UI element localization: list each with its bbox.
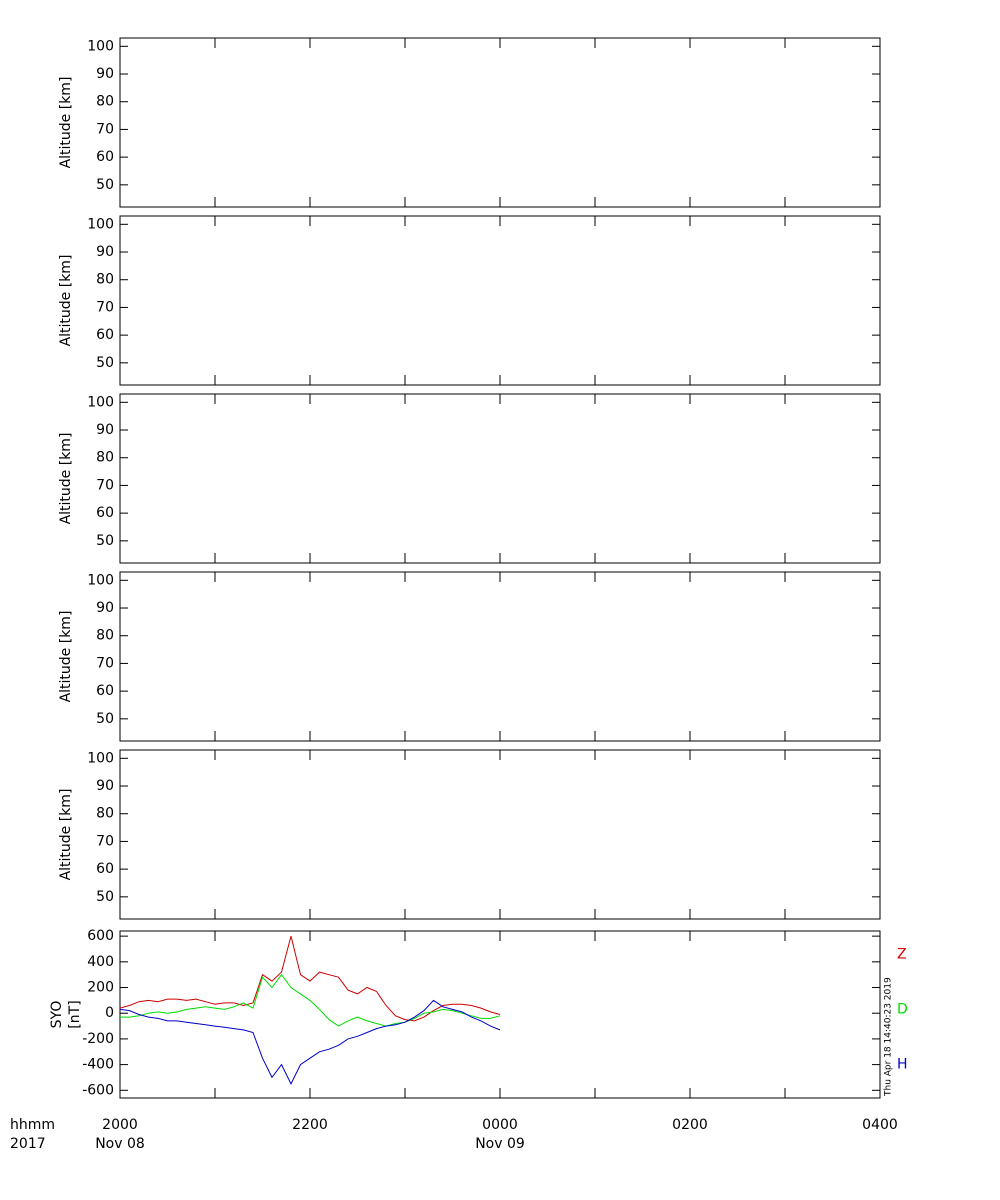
y-tick-label: 90 — [96, 600, 114, 616]
x-tick-label: 0000 — [482, 1117, 518, 1133]
date-label: Nov 08 — [95, 1136, 145, 1152]
y-tick-label: 100 — [87, 38, 114, 54]
y-tick-label: 70 — [96, 833, 114, 849]
data-line — [120, 973, 501, 1027]
y-tick-label: 100 — [87, 572, 114, 588]
legend-label: D — [897, 1001, 908, 1017]
y-tick-label: 90 — [96, 244, 114, 260]
y-tick-label: 90 — [96, 66, 114, 82]
y-axis-label: [nT] — [67, 1000, 83, 1028]
y-tick-label: 50 — [96, 711, 114, 727]
y-tick-label: 70 — [96, 655, 114, 671]
y-tick-label: 90 — [96, 778, 114, 794]
y-tick-label: 60 — [96, 505, 114, 521]
y-tick-label: 50 — [96, 177, 114, 193]
y-tick-label: 50 — [96, 355, 114, 371]
y-tick-label: 50 — [96, 889, 114, 905]
date-label: Nov 09 — [475, 1136, 525, 1152]
y-axis-label: Altitude [km] — [58, 77, 74, 169]
timestamp: Thu Apr 18 14:40:23 2019 — [884, 977, 894, 1097]
panel-frame — [119, 393, 881, 564]
y-axis-label: SYO — [49, 1001, 65, 1029]
x-row-label: 2017 — [10, 1136, 46, 1152]
panel-frame — [119, 749, 881, 920]
y-tick-label: 600 — [87, 928, 114, 944]
x-tick-label: 2200 — [292, 1117, 328, 1133]
legend-label: Z — [897, 946, 907, 962]
data-line — [119, 999, 501, 1086]
y-tick-label: 60 — [96, 149, 114, 165]
y-tick-label: 400 — [87, 954, 114, 970]
y-tick-label: 80 — [96, 450, 114, 466]
y-tick-label: 100 — [87, 394, 114, 410]
x-tick-label: 2000 — [102, 1117, 138, 1133]
x-tick-label: 0200 — [672, 1117, 708, 1133]
y-tick-label: 0 — [105, 1005, 114, 1021]
panel-frame — [119, 571, 881, 742]
x-tick-label: 0400 — [862, 1117, 898, 1133]
legend-label: H — [897, 1057, 908, 1073]
y-tick-label: 70 — [96, 121, 114, 137]
panel-frame — [119, 37, 881, 208]
y-tick-label: -400 — [82, 1057, 114, 1073]
y-tick-label: 50 — [96, 533, 114, 549]
y-axis-label: Altitude [km] — [58, 433, 74, 525]
data-line — [119, 935, 501, 1022]
y-tick-label: 200 — [87, 980, 114, 996]
y-tick-label: 60 — [96, 683, 114, 699]
y-tick-label: 80 — [96, 272, 114, 288]
y-tick-label: -600 — [82, 1082, 114, 1098]
y-tick-label: 80 — [96, 628, 114, 644]
panel-frame — [119, 215, 881, 386]
y-tick-label: 90 — [96, 422, 114, 438]
y-tick-label: 70 — [96, 299, 114, 315]
y-tick-label: 70 — [96, 477, 114, 493]
y-tick-label: 60 — [96, 327, 114, 343]
y-tick-label: -200 — [82, 1031, 114, 1047]
x-row-label: hhmm — [10, 1117, 55, 1133]
y-tick-label: 80 — [96, 94, 114, 110]
y-tick-label: 100 — [87, 750, 114, 766]
y-tick-label: 80 — [96, 806, 114, 822]
y-axis-label: Altitude [km] — [58, 255, 74, 347]
y-axis-label: Altitude [km] — [58, 789, 74, 881]
y-axis-label: Altitude [km] — [58, 611, 74, 703]
y-tick-label: 60 — [96, 861, 114, 877]
y-tick-label: 100 — [87, 216, 114, 232]
